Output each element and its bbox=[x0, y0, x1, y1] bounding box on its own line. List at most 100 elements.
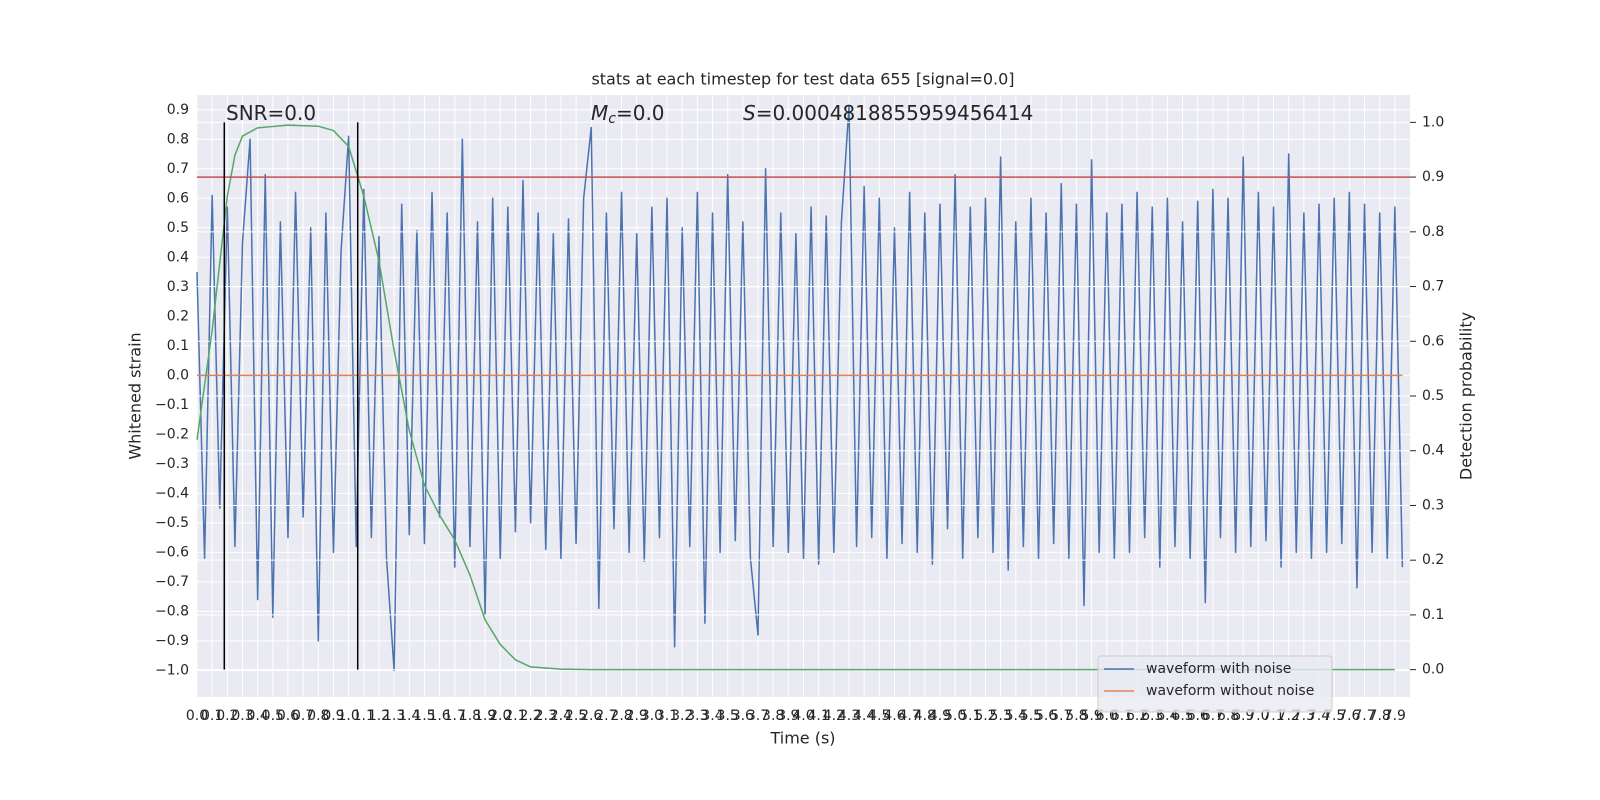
x-tick-label: 4.6 bbox=[883, 708, 905, 724]
x-tick-label: 0.3 bbox=[231, 708, 253, 724]
x-tick-label: 0.4 bbox=[247, 708, 269, 724]
y-tick-label: −0.2 bbox=[155, 426, 189, 442]
x-tick-label: 7.6 bbox=[1338, 708, 1360, 724]
y-tick-label: 0.9 bbox=[167, 102, 189, 118]
y-tick-label: −0.1 bbox=[155, 397, 189, 413]
annotation-symbol: S bbox=[743, 101, 756, 125]
x-tick-label: 3.7 bbox=[747, 708, 769, 724]
x-tick-label: 1.5 bbox=[413, 708, 435, 724]
x-tick-label: 3.6 bbox=[732, 708, 754, 724]
y-tick-label: 0.6 bbox=[167, 190, 189, 206]
annotation: SNR=0.0 bbox=[226, 101, 316, 125]
y-tick-label: −0.6 bbox=[155, 544, 189, 560]
x-tick-label: 2.4 bbox=[550, 708, 572, 724]
x-tick-label: 5.2 bbox=[974, 708, 996, 724]
x-tick-label: 4.4 bbox=[853, 708, 875, 724]
x-tick-label: 7.9 bbox=[1384, 708, 1406, 724]
y2-tick-label: 0.5 bbox=[1422, 388, 1444, 404]
annotation-symbol: M bbox=[591, 101, 608, 125]
x-tick-label: 0.9 bbox=[322, 708, 344, 724]
x-tick-label: 3.3 bbox=[686, 708, 708, 724]
y-tick-label: 0.0 bbox=[167, 367, 189, 383]
legend-box bbox=[1097, 655, 1333, 713]
y-tick-label: −0.8 bbox=[155, 603, 189, 619]
x-tick-label: 2.0 bbox=[489, 708, 511, 724]
x-tick-label: 2.7 bbox=[595, 708, 617, 724]
y2-tick-label: 0.7 bbox=[1422, 279, 1444, 295]
x-tick-label: 1.1 bbox=[353, 708, 375, 724]
y2-axis-label: Detection probability bbox=[1457, 312, 1476, 480]
x-tick-label: 1.3 bbox=[383, 708, 405, 724]
x-tick-label: 2.1 bbox=[504, 708, 526, 724]
plot-layer bbox=[196, 95, 1410, 697]
annotation-text: =0.0004818855959456414 bbox=[756, 101, 1034, 125]
x-tick-label: 7.8 bbox=[1369, 708, 1391, 724]
x-tick-label: 2.6 bbox=[580, 708, 602, 724]
y-tick-label: 0.5 bbox=[167, 220, 189, 236]
legend-label: waveform without noise bbox=[1146, 683, 1314, 699]
y2-tick-label: 0.4 bbox=[1422, 443, 1444, 459]
x-tick-label: 5.7 bbox=[1050, 708, 1072, 724]
y-tick-label: 0.1 bbox=[167, 338, 189, 354]
x-tick-label: 1.9 bbox=[474, 708, 496, 724]
x-tick-label: 4.9 bbox=[929, 708, 951, 724]
x-tick-label: 3.5 bbox=[717, 708, 739, 724]
x-tick-label: 1.2 bbox=[368, 708, 390, 724]
x-tick-label: 4.0 bbox=[792, 708, 814, 724]
x-tick-label: 0.5 bbox=[262, 708, 284, 724]
x-tick-label: 5.0 bbox=[944, 708, 966, 724]
y2-tick-label: 0.8 bbox=[1422, 224, 1444, 240]
y2-tick-label: 1.0 bbox=[1422, 114, 1444, 130]
y-tick-label: 0.7 bbox=[167, 161, 189, 177]
x-tick-label: 2.9 bbox=[626, 708, 648, 724]
x-tick-label: 2.3 bbox=[535, 708, 557, 724]
annotation: Mc=0.0 bbox=[591, 101, 665, 128]
x-tick-label: 0.8 bbox=[307, 708, 329, 724]
x-tick-label: 3.1 bbox=[656, 708, 678, 724]
x-tick-label: 5.8 bbox=[1065, 708, 1087, 724]
y-tick-label: 0.4 bbox=[167, 249, 189, 265]
x-tick-label: 0.1 bbox=[201, 708, 223, 724]
x-tick-label: 1.4 bbox=[398, 708, 420, 724]
annotation-text: SNR=0.0 bbox=[226, 101, 316, 125]
x-tick-label: 3.2 bbox=[671, 708, 693, 724]
y-tick-label: −0.9 bbox=[155, 633, 189, 649]
y2-tick-label: 0.3 bbox=[1422, 497, 1444, 513]
x-tick-label: 7.7 bbox=[1353, 708, 1375, 724]
x-tick-label: 3.9 bbox=[777, 708, 799, 724]
annotation-text: =0.0 bbox=[616, 101, 665, 125]
x-tick-label: 5.1 bbox=[959, 708, 981, 724]
x-tick-label: 4.5 bbox=[868, 708, 890, 724]
x-tick-label: 1.6 bbox=[428, 708, 450, 724]
x-tick-label: 4.2 bbox=[823, 708, 845, 724]
x-tick-label: 2.5 bbox=[565, 708, 587, 724]
x-tick-label: 1.0 bbox=[337, 708, 359, 724]
x-tick-label: 3.0 bbox=[641, 708, 663, 724]
x-tick-label: 0.6 bbox=[277, 708, 299, 724]
y2-tick-label: 0.9 bbox=[1422, 169, 1444, 185]
y-tick-label: −1.0 bbox=[155, 662, 189, 678]
y2-tick-label: 0.0 bbox=[1422, 662, 1444, 678]
y-tick-label: −0.3 bbox=[155, 456, 189, 472]
x-tick-label: 1.7 bbox=[444, 708, 466, 724]
y-tick-label: −0.4 bbox=[155, 485, 189, 501]
y-axis-label: Whitened strain bbox=[126, 332, 145, 459]
x-tick-label: 5.3 bbox=[989, 708, 1011, 724]
x-tick-label: 1.8 bbox=[459, 708, 481, 724]
x-tick-label: 3.8 bbox=[762, 708, 784, 724]
y-tick-label: −0.7 bbox=[155, 574, 189, 590]
x-tick-label: 3.4 bbox=[701, 708, 723, 724]
legend-label: waveform with noise bbox=[1146, 661, 1291, 677]
y-tick-label: −0.5 bbox=[155, 515, 189, 531]
chart-title: stats at each timestep for test data 655… bbox=[591, 70, 1014, 89]
y-tick-label: 0.2 bbox=[167, 308, 189, 324]
y-tick-label: 0.8 bbox=[167, 131, 189, 147]
x-tick-label: 0.2 bbox=[216, 708, 238, 724]
x-tick-label: 2.8 bbox=[610, 708, 632, 724]
x-tick-label: 0.0 bbox=[186, 708, 208, 724]
x-tick-label: 5.5 bbox=[1020, 708, 1042, 724]
x-tick-label: 0.7 bbox=[292, 708, 314, 724]
y-tick-label: 0.3 bbox=[167, 279, 189, 295]
y2-tick-label: 0.2 bbox=[1422, 552, 1444, 568]
x-tick-label: 5.4 bbox=[1005, 708, 1027, 724]
